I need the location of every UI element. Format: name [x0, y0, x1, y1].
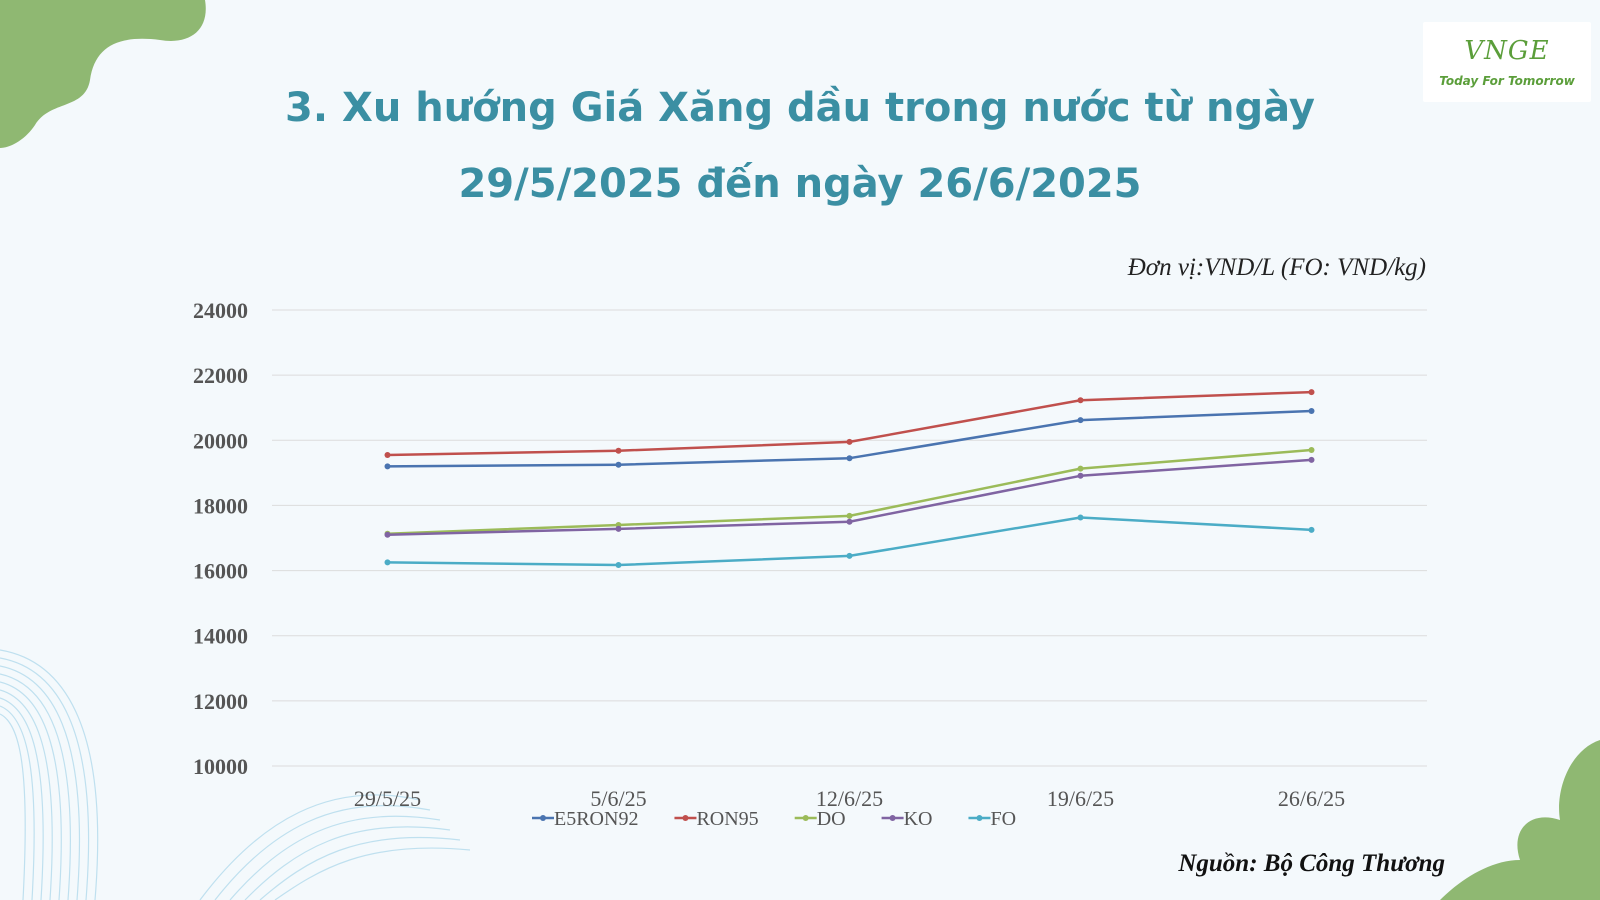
y-tick-label: 20000	[193, 428, 248, 453]
y-axis-ticks: 10000 12000 14000 16000 18000 20000 22000 24000	[193, 298, 248, 779]
data-point	[1078, 417, 1084, 423]
data-point	[1309, 389, 1315, 395]
x-tick-label: 29/5/25	[354, 786, 421, 811]
y-tick-label: 10000	[193, 754, 248, 779]
data-point	[1309, 447, 1315, 453]
data-point	[1309, 457, 1315, 463]
data-point	[1309, 408, 1315, 414]
legend-item-ron95: RON95	[674, 808, 758, 830]
data-point	[616, 562, 622, 568]
data-point	[847, 455, 853, 461]
data-point	[847, 519, 853, 525]
legend-item-fo: FO	[968, 808, 1016, 830]
legend-marker	[890, 815, 896, 821]
legend-marker	[540, 815, 546, 821]
legend-marker	[976, 815, 982, 821]
y-tick-label: 12000	[193, 689, 248, 714]
data-point	[847, 513, 853, 519]
y-tick-label: 18000	[193, 493, 248, 518]
data-point	[1078, 397, 1084, 403]
y-tick-label: 14000	[193, 624, 248, 649]
legend-label: RON95	[696, 808, 758, 830]
y-tick-label: 22000	[193, 363, 248, 388]
x-tick-label: 26/6/25	[1278, 786, 1345, 811]
series-ron95	[385, 389, 1315, 458]
data-point	[1309, 527, 1315, 533]
legend-marker	[803, 815, 809, 821]
legend-item-ko: KO	[882, 808, 933, 830]
data-point	[385, 559, 391, 565]
data-point	[385, 532, 391, 538]
y-tick-label: 24000	[193, 298, 248, 323]
data-point	[1078, 466, 1084, 472]
data-point	[847, 553, 853, 559]
data-point	[1078, 473, 1084, 479]
data-point	[1078, 514, 1084, 520]
legend-item-e5ron92: E5RON92	[532, 808, 638, 830]
series-line	[388, 392, 1312, 455]
chart-legend: E5RON92 RON95 DO KO FO	[532, 808, 1016, 830]
data-point	[616, 526, 622, 532]
data-point	[616, 462, 622, 468]
legend-item-do: DO	[795, 808, 846, 830]
series-ko	[385, 457, 1315, 538]
data-point	[385, 452, 391, 458]
legend-label: E5RON92	[554, 808, 638, 830]
source-note: Nguồn: Bộ Công Thương	[1178, 850, 1445, 878]
data-point	[616, 448, 622, 454]
legend-marker	[682, 815, 688, 821]
x-axis-ticks: 29/5/25 5/6/25 12/6/25 19/6/25 26/6/25	[354, 786, 1345, 811]
data-point	[385, 463, 391, 469]
chart-series	[385, 389, 1315, 568]
legend-label: DO	[817, 808, 846, 830]
legend-label: KO	[904, 808, 933, 830]
chart-gridlines	[272, 310, 1427, 766]
data-point	[847, 439, 853, 445]
x-tick-label: 19/6/25	[1047, 786, 1114, 811]
legend-label: FO	[990, 808, 1016, 830]
y-tick-label: 16000	[193, 559, 248, 584]
